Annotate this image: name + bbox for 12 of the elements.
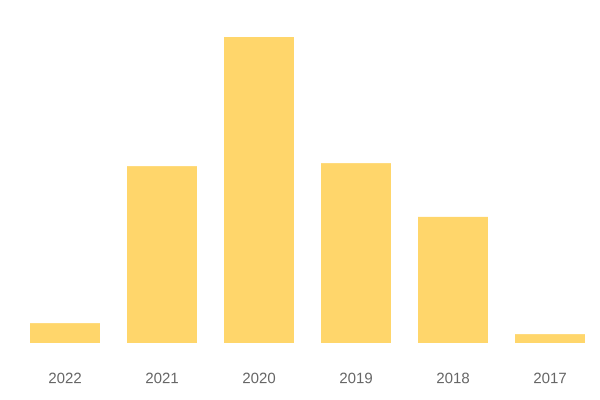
x-tick-label: 2021 — [146, 372, 178, 384]
bar — [515, 334, 586, 343]
bar — [418, 216, 488, 343]
x-tick-label: 2022 — [49, 372, 81, 384]
x-tick-label: 2018 — [437, 372, 470, 384]
x-tick-label: 2017 — [534, 372, 566, 384]
bar — [30, 323, 100, 343]
x-tick-label: 2020 — [243, 372, 276, 384]
bar — [127, 166, 197, 343]
bar — [321, 163, 392, 343]
bar — [224, 36, 294, 343]
x-tick-label: 2019 — [340, 372, 372, 384]
